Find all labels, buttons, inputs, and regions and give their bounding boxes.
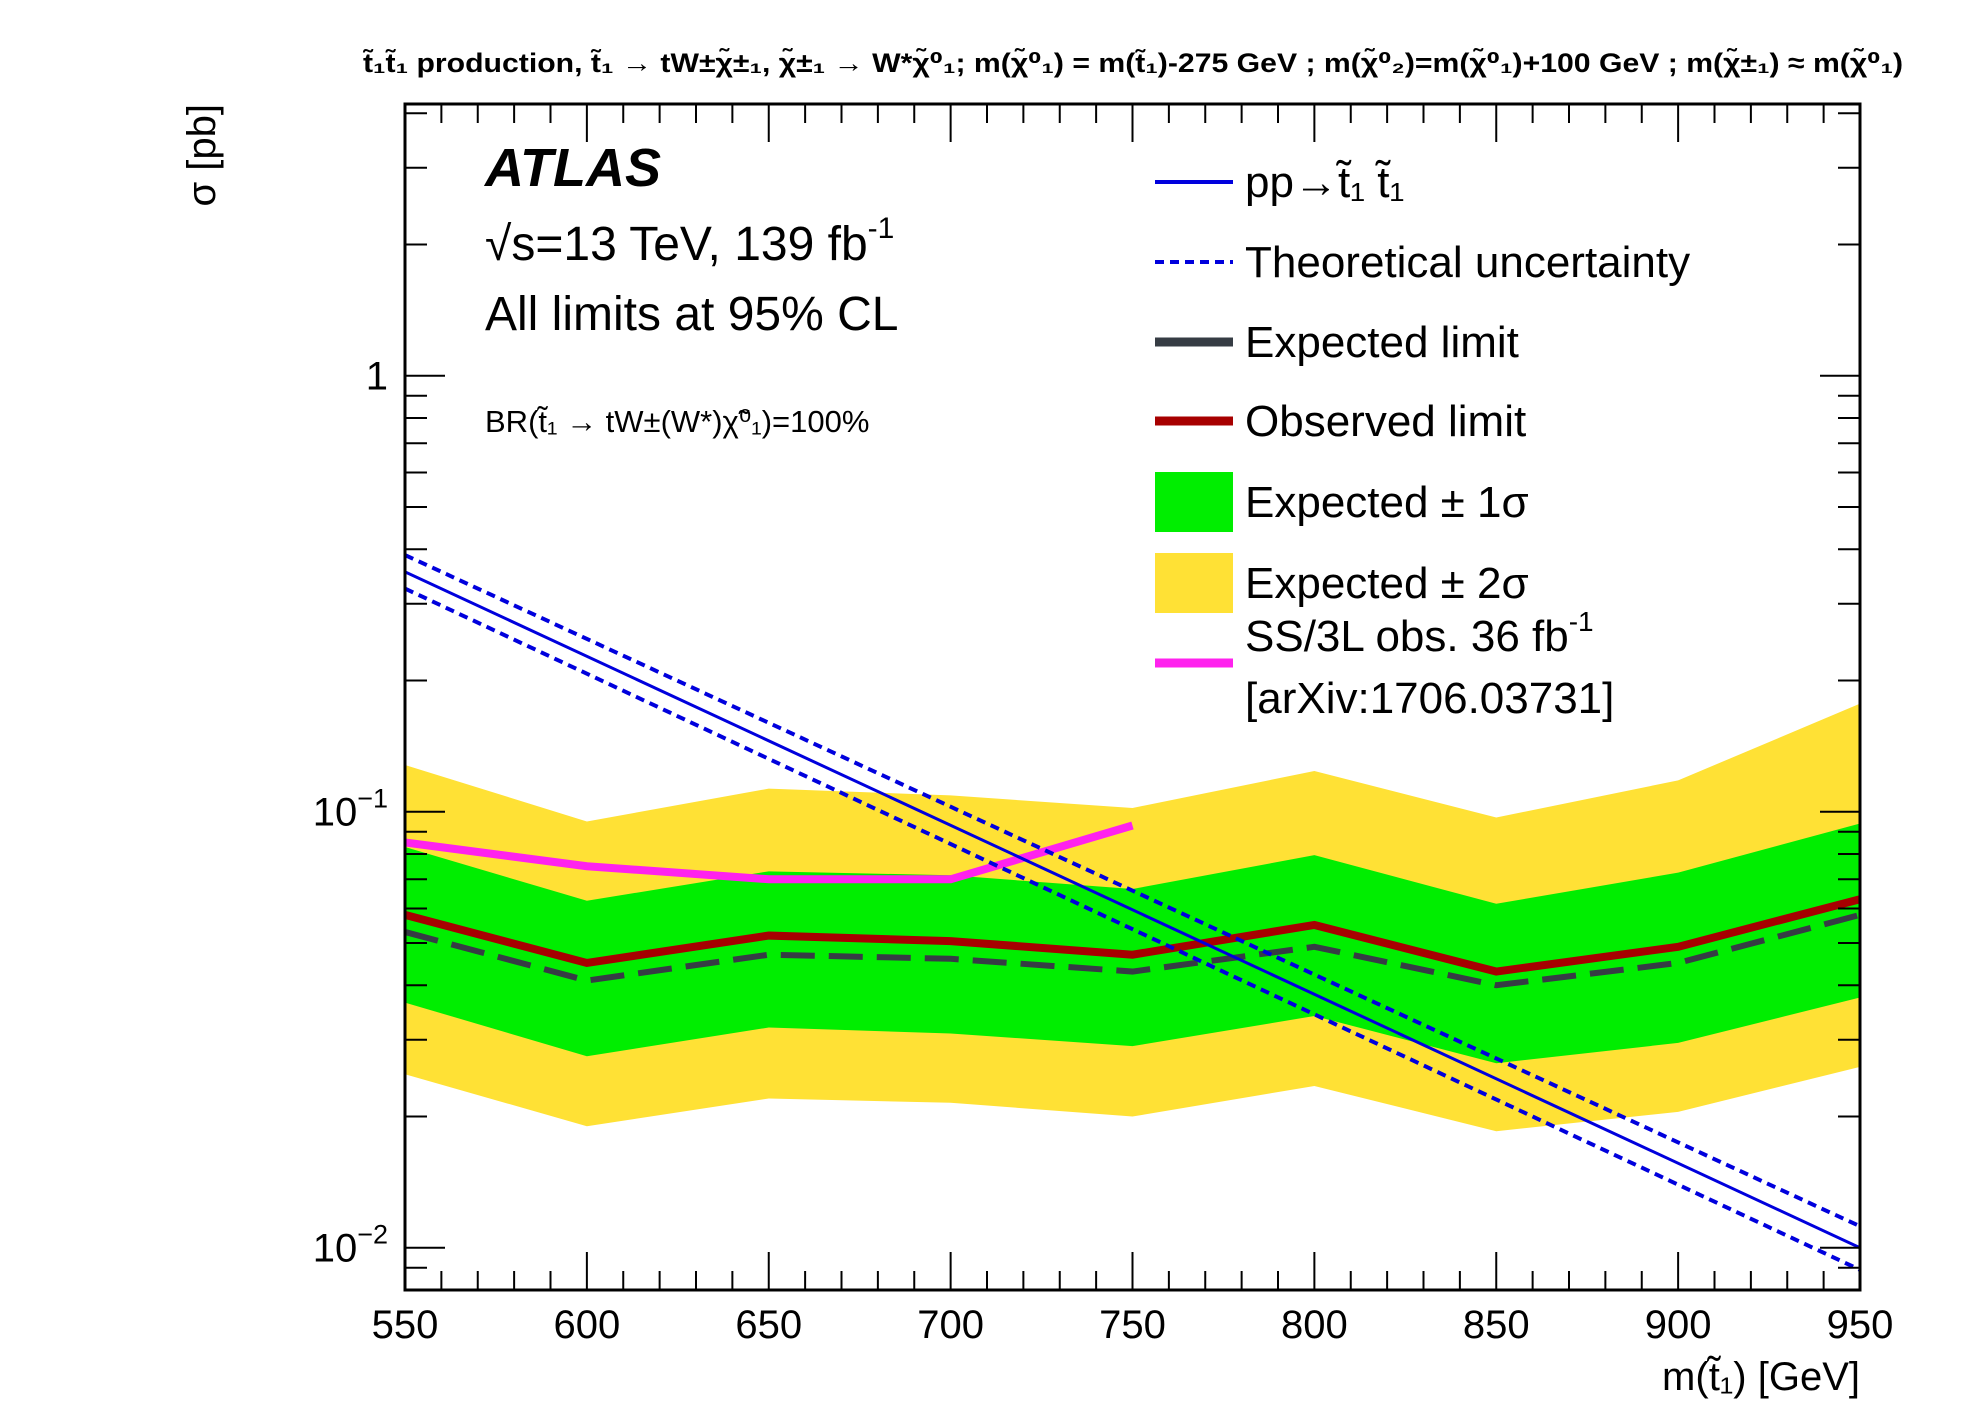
cl-label: All limits at 95% CL [485, 288, 898, 341]
legend-label: Expected ± 2σ [1245, 559, 1529, 608]
legend-label: Expected ± 1σ [1245, 478, 1529, 527]
y-tick-base: 10 [313, 791, 358, 835]
plot-area [405, 553, 1860, 1272]
series-xsec-nominal [405, 570, 1860, 1250]
y-tick-base: 10 [313, 1227, 358, 1271]
x-tick-label: 800 [1281, 1303, 1348, 1347]
legend-label-line2: [arXiv:1706.03731] [1245, 674, 1614, 723]
br-label: BR(t̃₁ → tW±(W*)χ̃⁰₁)=100% [485, 404, 869, 439]
legend-label: Expected limit [1245, 318, 1519, 367]
x-tick-label: 600 [554, 1303, 621, 1347]
y-tick-label: 10−2 [313, 1220, 388, 1271]
y-tick-base: 1 [366, 355, 388, 399]
series-expected-limit [405, 911, 1860, 989]
y-tick-label: 1 [366, 355, 388, 399]
legend-label-text: Theoretical uncertainty [1245, 238, 1690, 287]
x-tick-label: 750 [1099, 1303, 1166, 1347]
legend: pp→t̃₁ t̃₁ Theoretical uncertainty Expecte… [1155, 158, 1690, 723]
energy-label: √s=13 TeV, 139 fb-1 [485, 212, 894, 271]
y-axis-label: σ [pb] [180, 104, 224, 207]
legend-label-text: Expected ± 2σ [1245, 559, 1529, 608]
legend-label: Observed limit [1245, 397, 1526, 446]
legend-label-text: Observed limit [1245, 397, 1526, 446]
series-ss3l-observed [405, 821, 1134, 884]
legend-label-text: pp→t̃₁ t̃₁ [1245, 158, 1404, 207]
legend-swatch-box [1155, 553, 1233, 613]
x-tick-label: 850 [1463, 1303, 1530, 1347]
y-tick-exponent: −1 [357, 784, 388, 814]
y-tick-label: 10−1 [313, 784, 388, 835]
x-tick-label: 900 [1645, 1303, 1712, 1347]
legend-label-text: Expected ± 1σ [1245, 478, 1529, 527]
series-observed-limit [405, 895, 1860, 976]
legend-swatch-box [1155, 472, 1233, 532]
x-tick-label: 950 [1827, 1303, 1894, 1347]
chart-title: t̃₁t̃₁ production, t̃₁ → tW±χ̃±₁, χ̃±₁ →… [362, 47, 1903, 78]
energy-exp: -1 [868, 212, 895, 245]
legend-label-text: Expected limit [1245, 318, 1519, 367]
energy-text: √s=13 TeV, 139 fb [485, 218, 868, 271]
series-xsec-down [405, 586, 1860, 1272]
x-tick-label: 550 [372, 1303, 439, 1347]
band-1sigma [405, 823, 1860, 1064]
legend-label-text: SS/3L obs. 36 fb [1245, 612, 1569, 661]
legend-label: SS/3L obs. 36 fb-1 [1245, 606, 1594, 661]
x-axis-label: m(t̃₁) [GeV] [1662, 1355, 1860, 1399]
x-tick-label: 700 [917, 1303, 984, 1347]
legend-label-exponent: -1 [1569, 606, 1594, 637]
legend-label: pp→t̃₁ t̃₁ [1245, 158, 1404, 207]
y-tick-exponent: −2 [357, 1220, 388, 1250]
x-tick-label: 650 [735, 1303, 802, 1347]
series-xsec-up [405, 553, 1860, 1229]
atlas-label: ATLAS [483, 138, 661, 198]
legend-label: Theoretical uncertainty [1245, 238, 1690, 287]
